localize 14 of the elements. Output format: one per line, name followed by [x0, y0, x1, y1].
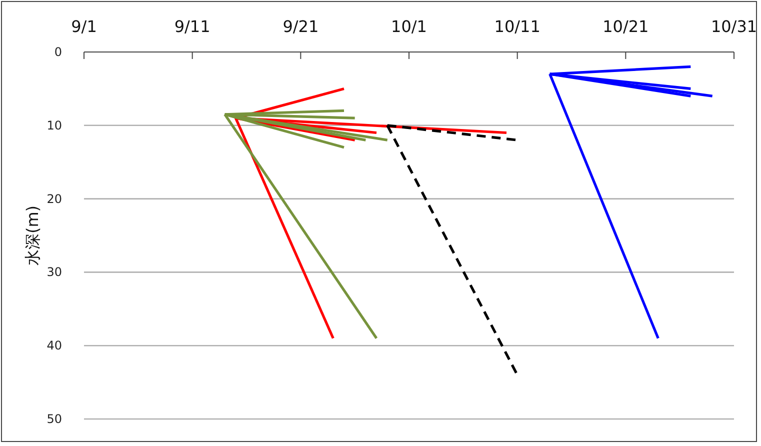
x-tick-label: 9/1 — [71, 17, 97, 36]
y-tick-label: 10 — [46, 118, 62, 132]
y-tick-label: 30 — [46, 265, 62, 280]
x-tick-label: 10/21 — [602, 17, 649, 36]
y-tick-label: 0 — [54, 45, 62, 59]
x-tick-label: 9/21 — [282, 17, 319, 36]
y-axis-title: 水深(m) — [23, 205, 42, 266]
x-tick-label: 10/1 — [391, 17, 427, 36]
y-tick-label: 50 — [46, 412, 62, 426]
x-tick-label: 10/11 — [494, 17, 540, 36]
x-tick-label: 9/11 — [174, 17, 210, 36]
x-tick-label: 10/31 — [710, 17, 758, 36]
y-tick-label: 20 — [46, 192, 62, 206]
y-tick-label: 40 — [46, 338, 62, 353]
